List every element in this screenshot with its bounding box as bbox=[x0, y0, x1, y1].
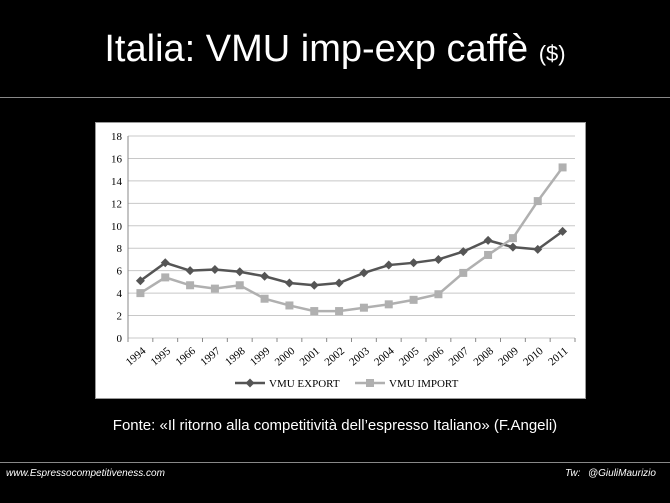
point bbox=[434, 290, 443, 299]
y-tick-label: 0 bbox=[117, 333, 123, 345]
footer-handle: @GiuliMaurizio bbox=[588, 468, 656, 479]
point bbox=[210, 284, 219, 293]
chart-frame bbox=[95, 122, 586, 399]
point bbox=[409, 295, 418, 304]
point bbox=[309, 280, 319, 290]
y-tick-label: 16 bbox=[111, 153, 123, 165]
point bbox=[483, 235, 493, 245]
point bbox=[310, 307, 319, 316]
point bbox=[359, 303, 368, 312]
title-text: Italia: VMU imp-exp caffè bbox=[104, 28, 529, 70]
legend-label: VMU IMPORT bbox=[389, 378, 459, 390]
source: Fonte: «Il ritorno alla competitività de… bbox=[112, 417, 558, 434]
y-tick-label: 18 bbox=[111, 131, 123, 143]
point bbox=[135, 276, 145, 286]
y-tick-label: 14 bbox=[111, 176, 123, 188]
point bbox=[245, 378, 255, 388]
point bbox=[186, 281, 195, 290]
point bbox=[260, 294, 269, 303]
title-rule bbox=[0, 97, 670, 98]
point bbox=[235, 281, 244, 290]
y-tick-label: 8 bbox=[117, 243, 123, 255]
y-tick-label: 2 bbox=[117, 311, 123, 323]
point bbox=[459, 268, 468, 277]
point bbox=[558, 163, 567, 172]
point bbox=[161, 273, 170, 282]
point bbox=[433, 254, 443, 264]
point bbox=[334, 278, 344, 288]
point bbox=[185, 266, 195, 276]
point bbox=[359, 268, 369, 278]
point bbox=[458, 247, 468, 257]
point bbox=[508, 234, 517, 243]
point bbox=[384, 300, 393, 309]
point bbox=[533, 197, 542, 206]
point bbox=[235, 267, 245, 277]
footer-rule bbox=[0, 462, 670, 463]
y-tick-label: 10 bbox=[111, 221, 123, 233]
point bbox=[285, 301, 294, 310]
y-tick-label: 6 bbox=[117, 266, 123, 278]
point bbox=[260, 271, 270, 281]
title-unit: ($) bbox=[538, 41, 566, 66]
point bbox=[533, 244, 543, 254]
point bbox=[210, 265, 220, 275]
point bbox=[409, 258, 419, 268]
point bbox=[558, 226, 568, 236]
point bbox=[508, 242, 518, 252]
legend-label: VMU EXPORT bbox=[269, 378, 340, 390]
y-tick-label: 4 bbox=[117, 288, 123, 300]
footer-site: www.Espressocompetitiveness.com bbox=[6, 468, 165, 479]
point bbox=[284, 278, 294, 288]
y-tick-label: 12 bbox=[111, 198, 122, 210]
footer-tw: Tw: bbox=[565, 468, 581, 479]
series-line bbox=[139, 166, 564, 313]
point bbox=[136, 289, 145, 298]
point bbox=[384, 260, 394, 270]
point bbox=[366, 379, 374, 387]
point bbox=[484, 250, 493, 259]
point bbox=[160, 258, 170, 268]
point bbox=[335, 307, 344, 316]
title: Italia: VMU imp-exp caffè ($) bbox=[0, 28, 670, 71]
